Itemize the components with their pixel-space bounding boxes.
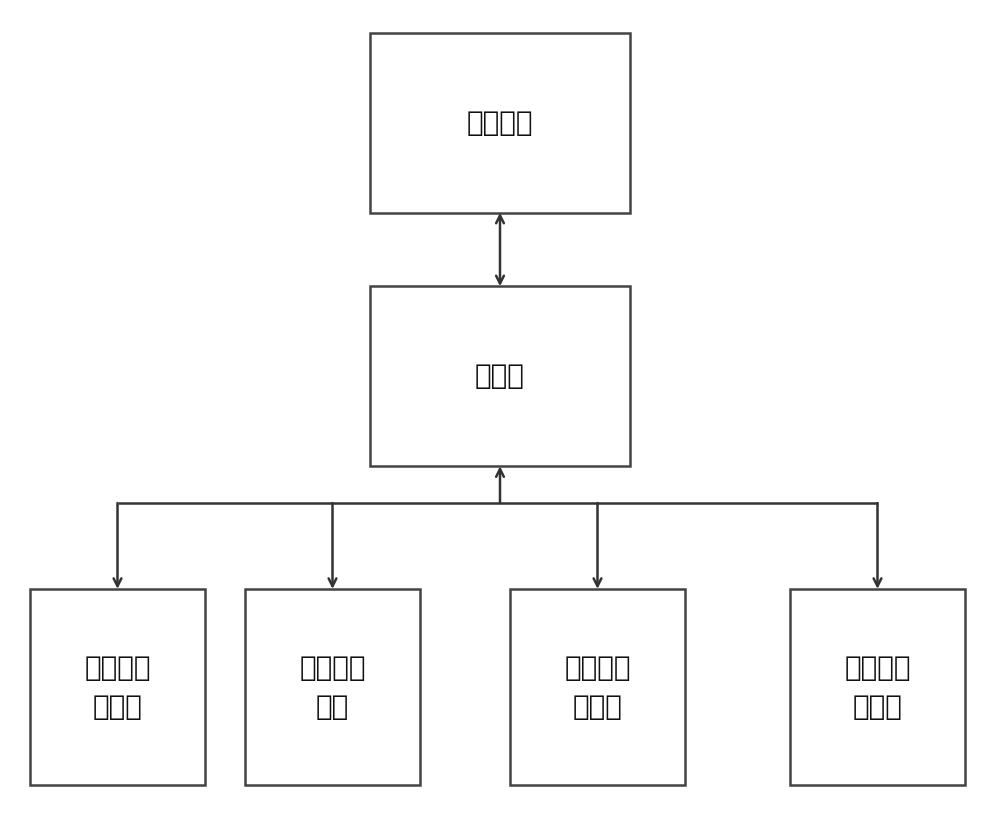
Bar (30, 589, 205, 785)
Text: 放线轮伺
服电机: 放线轮伺 服电机 (564, 654, 631, 721)
Bar (370, 33, 630, 213)
Text: 收线轮伺
服电机: 收线轮伺 服电机 (844, 654, 911, 721)
Text: 人机界面: 人机界面 (467, 109, 533, 137)
Text: 主轴伺服
电机: 主轴伺服 电机 (299, 654, 366, 721)
Bar (790, 589, 965, 785)
Text: 控制器: 控制器 (475, 362, 525, 390)
Bar (370, 286, 630, 466)
Bar (510, 589, 685, 785)
Bar (245, 589, 420, 785)
Text: 工作台伺
服电机: 工作台伺 服电机 (84, 654, 151, 721)
